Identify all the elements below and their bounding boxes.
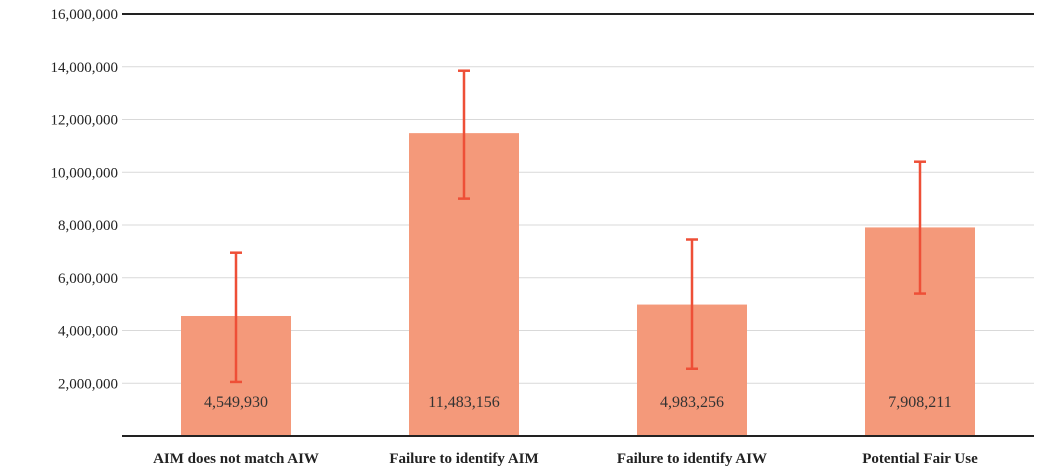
y-axis-tick-labels: 2,000,000 4,000,000 6,000,000 8,000,000 10,0… [51,7,119,392]
y-tick-label: 8,000,000 [58,218,118,234]
y-tick-label: 16,000,000 [51,7,119,23]
y-tick-label: 12,000,000 [51,113,119,129]
data-label: 7,908,211 [888,394,951,411]
data-label: 4,983,256 [660,394,724,411]
x-axis-category-labels: AIM does not match AIW Failure to identif… [153,451,978,467]
y-tick-label: 2,000,000 [58,376,118,392]
y-tick-label: 6,000,000 [58,271,118,287]
error-bar [230,251,242,384]
data-labels: 4,549,930 11,483,156 4,983,256 7,908,211 [204,394,952,411]
error-bars [230,69,926,384]
data-label: 11,483,156 [428,394,499,411]
x-category-label: AIM does not match AIW [153,451,319,467]
error-bar [458,69,470,200]
y-tick-label: 14,000,000 [51,60,119,76]
y-tick-label: 10,000,000 [51,165,119,181]
y-tick-label: 4,000,000 [58,324,118,340]
error-bar [686,238,698,370]
x-category-label: Failure to identify AIW [617,451,767,467]
x-category-label: Failure to identify AIM [389,451,538,467]
bars [181,133,975,436]
error-bar [914,160,926,295]
data-label: 4,549,930 [204,394,268,411]
x-category-label: Potential Fair Use [862,451,978,467]
